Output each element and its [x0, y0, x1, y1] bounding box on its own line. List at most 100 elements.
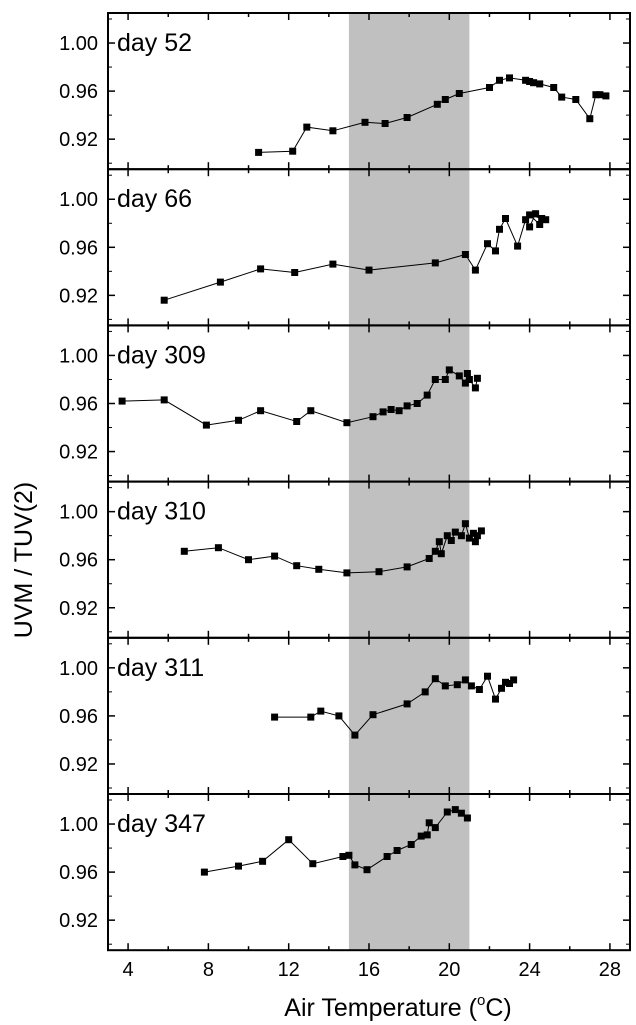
- data-point: [447, 537, 455, 544]
- data-point: [467, 682, 475, 690]
- data-point: [271, 713, 279, 721]
- y-tick-label: 1.00: [59, 345, 98, 367]
- data-point: [463, 370, 471, 377]
- data-point: [379, 408, 387, 416]
- panel-6: 0.92 0.96 1.00 day 347: [59, 793, 631, 952]
- panel-2: 0.92 0.96 1.00 day 66: [59, 168, 631, 327]
- data-point: [572, 96, 580, 103]
- data-point: [461, 251, 469, 258]
- data-point: [423, 391, 431, 399]
- data-point: [425, 555, 433, 562]
- data-point: [473, 374, 481, 382]
- data-point: [469, 529, 477, 537]
- data-point: [345, 851, 353, 859]
- data-point: [498, 684, 505, 692]
- data-point: [471, 266, 479, 274]
- panel-3: 0.92 0.96 1.00 day 309: [59, 324, 631, 483]
- data-point: [403, 563, 411, 571]
- data-point: [339, 853, 347, 860]
- panel-label: day 66: [117, 185, 192, 213]
- panel-4: 0.92 0.96 1.00 day 310: [59, 480, 631, 639]
- panel-label: day 52: [117, 29, 192, 57]
- data-point: [443, 808, 451, 816]
- y-tick-label: 0.96: [59, 394, 98, 416]
- data-point: [417, 832, 425, 840]
- data-point: [496, 76, 503, 84]
- data-point: [431, 376, 439, 383]
- panel-5: 0.92 0.96 1.00 day 311: [59, 636, 631, 795]
- data-point: [536, 80, 544, 88]
- data-point: [259, 857, 267, 865]
- data-point: [441, 682, 449, 690]
- data-point: [369, 711, 377, 719]
- data-point: [435, 538, 443, 546]
- data-point: [293, 418, 301, 425]
- data-point: [257, 265, 265, 273]
- data-point: [486, 84, 493, 91]
- data-point: [437, 550, 445, 558]
- data-point: [160, 396, 168, 404]
- data-point: [255, 148, 263, 156]
- data-point: [441, 376, 449, 383]
- data-point: [235, 862, 242, 870]
- y-tick-label: 0.96: [59, 237, 98, 259]
- data-point: [514, 242, 522, 250]
- data-point: [441, 96, 449, 103]
- data-point: [451, 528, 459, 536]
- data-point: [291, 269, 299, 276]
- data-point: [317, 707, 325, 715]
- y-tick-label: 0.96: [59, 81, 98, 103]
- data-point: [293, 562, 301, 570]
- y-tick-label: 1.00: [59, 502, 98, 524]
- data-point: [526, 223, 534, 231]
- y-tick-label: 1.00: [59, 33, 98, 55]
- y-tick-label: 1.00: [59, 189, 98, 211]
- data-point: [329, 127, 337, 135]
- x-tick-label: 12: [278, 959, 300, 981]
- data-point: [431, 675, 439, 683]
- data-point: [465, 376, 473, 383]
- data-point: [457, 532, 465, 540]
- data-point: [335, 712, 343, 720]
- data-point: [433, 100, 441, 108]
- y-tick-label: 0.92: [59, 598, 98, 620]
- data-point: [461, 379, 469, 387]
- data-point: [445, 366, 453, 374]
- data-point: [510, 676, 518, 684]
- y-tick-label: 0.92: [59, 285, 98, 307]
- data-point: [455, 372, 463, 380]
- data-point: [536, 221, 544, 228]
- data-point: [431, 824, 439, 832]
- data-point: [315, 565, 323, 573]
- data-point: [375, 568, 383, 576]
- data-point: [522, 76, 530, 84]
- data-point: [393, 847, 401, 854]
- data-point: [387, 406, 395, 413]
- data-point: [471, 538, 479, 546]
- data-point: [309, 860, 317, 868]
- data-point: [471, 384, 479, 392]
- data-point: [423, 831, 431, 839]
- data-point: [475, 686, 483, 693]
- x-axis-title-unit: C): [485, 994, 511, 1022]
- data-point: [413, 400, 421, 407]
- x-tick-label: 8: [203, 959, 214, 981]
- data-point: [532, 210, 540, 218]
- data-point: [425, 819, 433, 827]
- data-point: [403, 402, 411, 410]
- data-point: [461, 676, 469, 684]
- data-point: [202, 421, 210, 429]
- data-point: [351, 731, 359, 739]
- data-point: [455, 90, 463, 97]
- data-point: [395, 407, 403, 415]
- data-point: [463, 814, 471, 822]
- data-point: [343, 569, 351, 577]
- panel-1: 0.92 0.96 1.00 day 52: [59, 12, 631, 171]
- data-point: [451, 806, 459, 814]
- panels-layer: 0.920.961.00 day 520.920.961.00 day 660.92…: [59, 12, 631, 981]
- data-point: [530, 79, 538, 87]
- data-point: [461, 520, 469, 528]
- x-axis-title-degree: o: [477, 992, 485, 1009]
- data-point: [484, 240, 491, 248]
